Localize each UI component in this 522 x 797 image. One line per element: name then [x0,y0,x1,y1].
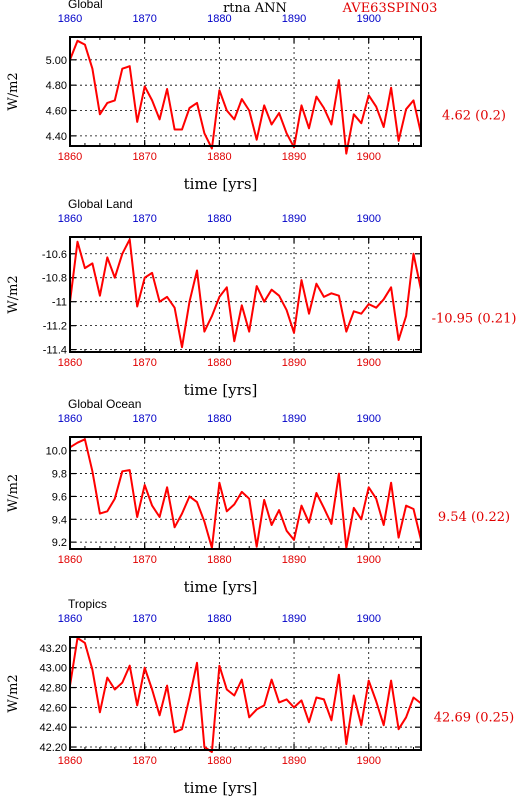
x-tick-label-bottom: 1890 [282,554,306,566]
y-tick-label: 4.40 [46,131,67,143]
y-tick-label: 4.60 [46,106,67,118]
chart-panel-1: Global 1860 1860 1870 1870 1880 1880 1890 1890 19… [6,0,506,193]
y-tick-label: -10.6 [42,249,67,261]
x-tick-label-top: 1870 [132,413,156,425]
x-tick-label-bottom: 1880 [207,357,231,369]
x-axis-label: time [yrs] [184,381,258,399]
y-tick-label: 43.00 [39,663,67,675]
x-tick-label-bottom: 1870 [132,554,156,566]
plot-frame [69,36,422,147]
y-tick-label: 9.4 [52,514,67,526]
x-tick-label-top: 1900 [356,413,380,425]
x-tick-label-bottom: 1900 [356,554,380,566]
mean-stat-label: 4.62 (0.2) [442,109,506,124]
x-tick-label-top: 1860 [58,413,82,425]
x-tick-label-bottom: 1890 [282,151,306,163]
x-tick-label-bottom: 1880 [207,554,231,566]
y-tick-label: 9.2 [52,537,67,549]
x-tick-label-bottom: 1870 [132,151,156,163]
x-tick-label-top: 1870 [132,213,156,225]
y-tick-label: 9.8 [52,469,67,481]
x-tick-label-top: 1890 [282,413,306,425]
x-axis-label: time [yrs] [184,175,258,193]
x-tick-label-top: 1870 [132,613,156,625]
plot-frame [69,236,422,353]
x-tick-label-top: 1890 [282,213,306,225]
x-tick-label-top: 1860 [58,213,82,225]
x-tick-label-bottom: 1900 [356,357,380,369]
x-tick-label-bottom: 1870 [132,755,156,767]
plot-frame [69,436,422,550]
y-tick-label: 10.0 [46,446,67,458]
y-tick-label: 42.40 [39,722,67,734]
series-line [69,438,422,549]
x-tick-label-top: 1890 [282,613,306,625]
x-tick-label-bottom: 1860 [58,151,82,163]
y-tick-label: -11.4 [43,345,67,357]
x-tick-label-bottom: 1860 [58,554,82,566]
y-tick-label: -11.2 [43,321,67,333]
x-tick-label-bottom: 1870 [132,357,156,369]
y-tick-label: 42.20 [39,742,67,754]
x-tick-label-bottom: 1880 [207,151,231,163]
y-axis-label: W/m2 [6,72,21,110]
x-axis-label: time [yrs] [184,779,258,797]
mean-stat-label: 9.54 (0.22) [438,510,510,525]
x-tick-label-top: 1880 [207,13,231,25]
plot-frame [69,636,422,751]
y-tick-label: 4.80 [46,80,67,92]
x-tick-label-top: 1890 [282,13,306,25]
chart-panel-2: Global Land 1860 1860 1870 1870 1880 1880 1890 1… [6,197,516,399]
x-tick-label-top: 1870 [132,13,156,25]
x-tick-label-top: 1900 [356,13,380,25]
x-tick-label-bottom: 1880 [207,755,231,767]
x-tick-label-top: 1860 [58,613,82,625]
x-tick-label-bottom: 1900 [356,151,380,163]
x-tick-label-top: 1880 [207,613,231,625]
panel-title: Global Ocean [68,397,141,411]
series-line [69,39,422,155]
x-tick-label-bottom: 1860 [58,755,82,767]
y-tick-label: 42.80 [39,683,67,695]
y-axis-label: W/m2 [6,275,21,313]
x-tick-label-top: 1900 [356,613,380,625]
panel-title: Global Land [68,197,133,211]
y-tick-label: 42.60 [39,702,67,714]
x-tick-label-top: 1880 [207,213,231,225]
x-tick-label-bottom: 1900 [356,755,380,767]
x-tick-label-top: 1860 [58,13,82,25]
header-center-label: rtna ANN [223,1,287,16]
y-tick-label: 43.20 [39,643,67,655]
mean-stat-label: -10.95 (0.21) [432,312,517,327]
y-axis-label: W/m2 [6,474,21,512]
y-tick-label: -11 [52,297,67,309]
y-tick-label: 9.6 [52,491,67,503]
x-tick-label-bottom: 1890 [282,357,306,369]
x-tick-label-bottom: 1860 [58,357,82,369]
panel-title: Tropics [68,597,107,611]
x-axis-label: time [yrs] [184,578,258,596]
series-line [69,637,422,753]
header-right-label: AVE63SPIN03 [342,1,438,16]
chart-panel-3: Global Ocean 1860 1860 1870 1870 1880 1880 1890… [6,397,510,596]
x-tick-label-top: 1880 [207,413,231,425]
chart-panel-4: Tropics 1860 1860 1870 1870 1880 1880 1890 1890 1… [6,597,514,797]
x-tick-label-bottom: 1890 [282,755,306,767]
panel-title: Global [68,0,103,11]
x-tick-label-top: 1900 [356,213,380,225]
y-tick-label: -10.8 [42,273,67,285]
series-line [69,238,422,349]
mean-stat-label: 42.69 (0.25) [434,711,514,726]
y-axis-label: W/m2 [6,674,21,712]
panels-group: Global 1860 1860 1870 1870 1880 1880 1890 1890 19… [6,0,516,797]
y-tick-label: 5.00 [46,55,67,67]
